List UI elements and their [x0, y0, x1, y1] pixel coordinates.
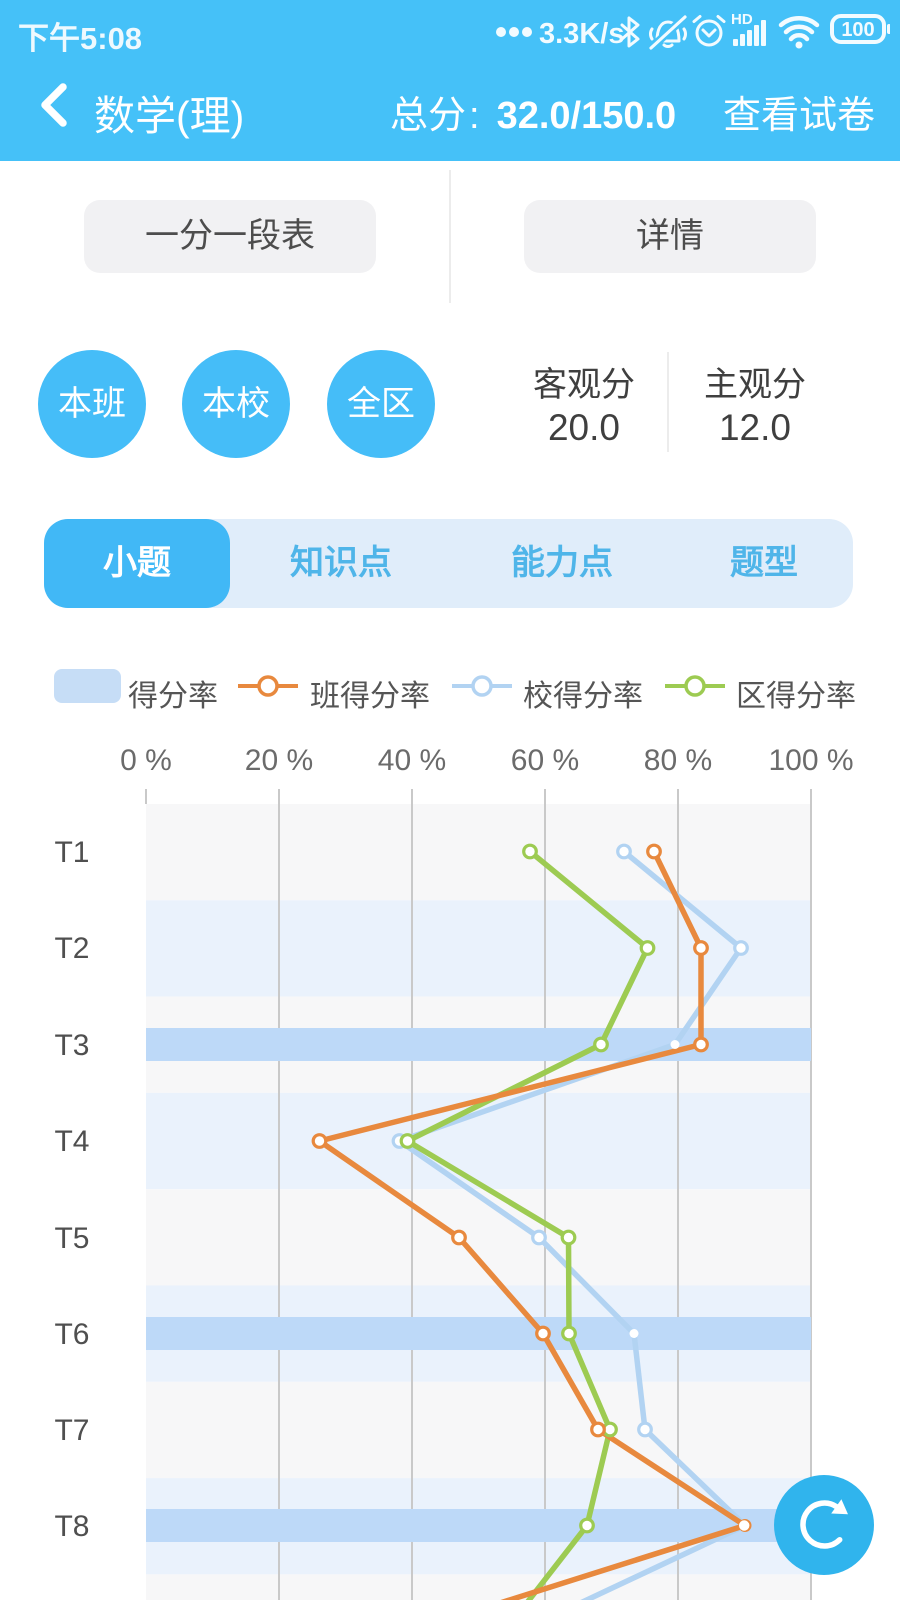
svg-text:80 %: 80 % — [644, 744, 712, 777]
svg-text:T1: T1 — [54, 836, 89, 869]
svg-text:0 %: 0 % — [120, 744, 172, 777]
svg-text:40 %: 40 % — [378, 744, 446, 777]
svg-text:100: 100 — [841, 19, 874, 41]
svg-text:T4: T4 — [54, 1125, 89, 1158]
svg-text:HD: HD — [731, 11, 753, 28]
svg-text:T8: T8 — [54, 1510, 89, 1543]
svg-text:100 %: 100 % — [768, 744, 853, 777]
svg-text:T2: T2 — [54, 932, 89, 965]
svg-text:3.3K/s: 3.3K/s — [539, 18, 624, 50]
svg-text:60 %: 60 % — [511, 744, 579, 777]
svg-text:T5: T5 — [54, 1222, 89, 1255]
svg-text:20 %: 20 % — [245, 744, 313, 777]
svg-text:T6: T6 — [54, 1318, 89, 1351]
svg-text:T3: T3 — [54, 1029, 89, 1062]
svg-text:T7: T7 — [54, 1414, 89, 1447]
